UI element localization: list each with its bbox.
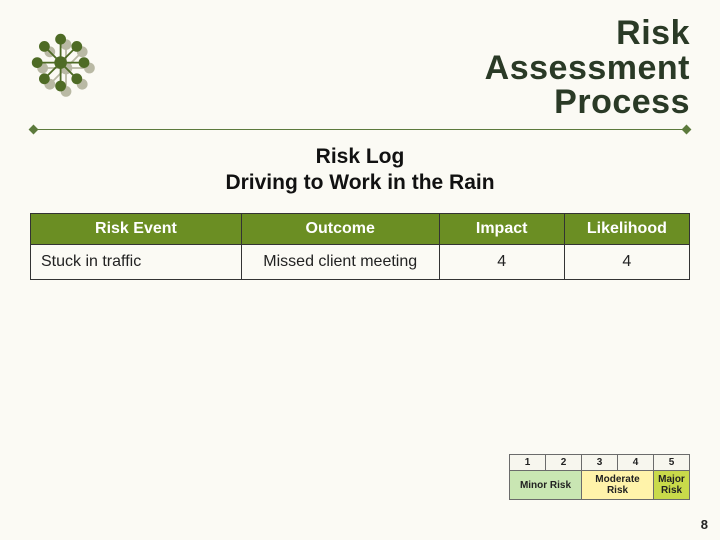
title-block: Risk Assessment Process: [116, 16, 690, 120]
table-header-row: Risk Event Outcome Impact Likelihood: [31, 213, 690, 244]
title-line-1: Risk: [616, 14, 690, 52]
page-number: 8: [701, 517, 708, 532]
cell-event: Stuck in traffic: [31, 244, 242, 279]
col-header-likelihood: Likelihood: [564, 213, 689, 244]
risk-legend: 1 2 3 4 5 Minor Risk Moderate Risk Major…: [509, 454, 690, 500]
subtitle-line-1: Risk Log: [316, 145, 405, 168]
diamond-icon: [682, 125, 692, 135]
main-title: Risk Assessment Process: [116, 16, 690, 120]
cell-likelihood: 4: [564, 244, 689, 279]
col-header-impact: Impact: [439, 213, 564, 244]
divider-line: [30, 126, 690, 134]
slide: Risk Assessment Process Risk Log Driving…: [0, 0, 720, 540]
table-row: Stuck in traffic Missed client meeting 4…: [31, 244, 690, 279]
legend-num: 3: [582, 455, 618, 471]
burst-logo-icon: [30, 32, 102, 104]
legend-minor: Minor Risk: [510, 471, 582, 500]
header-row: Risk Assessment Process: [30, 16, 690, 120]
subtitle-line-2: Driving to Work in the Rain: [225, 171, 494, 194]
legend-labels-row: Minor Risk Moderate Risk Major Risk: [510, 471, 690, 500]
cell-impact: 4: [439, 244, 564, 279]
risk-table: Risk Event Outcome Impact Likelihood Stu…: [30, 213, 690, 280]
col-header-event: Risk Event: [31, 213, 242, 244]
subtitle: Risk Log Driving to Work in the Rain: [30, 144, 690, 197]
legend-num: 1: [510, 455, 546, 471]
legend-num: 5: [654, 455, 690, 471]
legend-moderate: Moderate Risk: [582, 471, 654, 500]
legend-major: Major Risk: [654, 471, 690, 500]
title-line-2: Assessment: [485, 49, 690, 87]
legend-numbers-row: 1 2 3 4 5: [510, 455, 690, 471]
col-header-outcome: Outcome: [241, 213, 439, 244]
legend-num: 2: [546, 455, 582, 471]
title-line-3: Process: [554, 83, 690, 121]
cell-outcome: Missed client meeting: [241, 244, 439, 279]
diamond-icon: [29, 125, 39, 135]
legend-num: 4: [618, 455, 654, 471]
